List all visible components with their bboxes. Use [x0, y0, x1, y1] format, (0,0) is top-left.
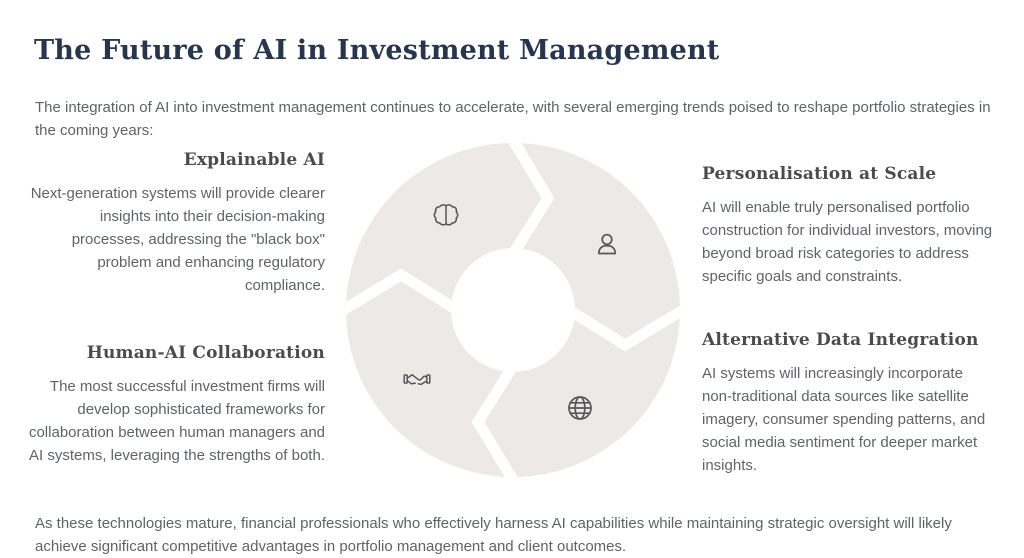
cycle-diagram: [340, 137, 686, 483]
intro-paragraph: The integration of AI into investment ma…: [35, 99, 991, 139]
brain-icon: [433, 204, 459, 226]
page-title: The Future of AI in Investment Managemen…: [34, 35, 720, 67]
section-human-ai-collaboration: Human-AI Collaboration The most successf…: [25, 343, 325, 467]
cycle-arrow-gaps: [340, 137, 686, 483]
section-body: Next-generation systems will provide cle…: [30, 185, 325, 294]
handshake-icon: [403, 374, 431, 386]
section-alternative-data-integration: Alternative Data Integration AI systems …: [702, 330, 996, 477]
section-explainable-ai: Explainable AI Next-generation systems w…: [25, 150, 325, 297]
section-body: AI will enable truly personalised portfo…: [702, 199, 993, 285]
section-title: Human-AI Collaboration: [86, 343, 325, 363]
person-icon: [597, 233, 617, 255]
section-body: The most successful investment firms wil…: [28, 378, 325, 464]
outro-paragraph: As these technologies mature, financial …: [35, 515, 952, 555]
section-personalisation-at-scale: Personalisation at Scale AI will enable …: [702, 164, 996, 288]
section-title: Personalisation at Scale: [702, 164, 937, 184]
section-title: Alternative Data Integration: [702, 330, 979, 350]
section-title: Explainable AI: [183, 150, 325, 170]
section-body: AI systems will increasingly incorporate…: [702, 365, 986, 474]
cycle-ring: [346, 143, 680, 477]
globe-icon: [568, 396, 592, 420]
